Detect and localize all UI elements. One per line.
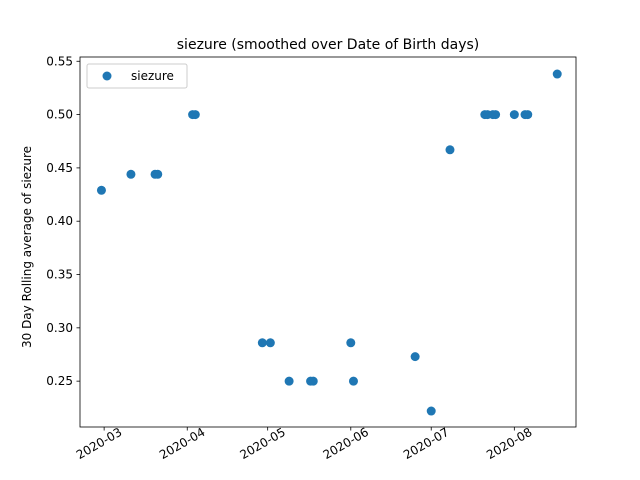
y-tick-label: 0.25 <box>46 374 73 388</box>
y-tick-label: 0.55 <box>46 54 73 68</box>
y-tick-label: 0.45 <box>46 161 73 175</box>
y-axis-ticks: 0.25 0.30 0.35 0.40 0.45 0.50 0.55 <box>46 54 80 388</box>
data-point <box>153 169 163 179</box>
data-point <box>523 110 533 120</box>
legend-box <box>86 63 188 89</box>
data-point <box>346 338 356 348</box>
y-tick-label: 0.40 <box>46 214 73 228</box>
data-point <box>126 169 136 179</box>
data-point <box>552 69 562 79</box>
data-point <box>190 110 200 120</box>
data-point <box>257 338 267 348</box>
data-point <box>265 338 275 348</box>
legend-marker <box>102 71 112 81</box>
data-point <box>445 145 455 155</box>
data-point <box>348 376 358 386</box>
y-tick-label: 0.35 <box>46 268 73 282</box>
y-tick-label: 0.30 <box>46 321 73 335</box>
data-point <box>491 110 501 120</box>
y-axis-label: 30 Day Rolling average of siezure <box>20 146 34 348</box>
data-point <box>509 110 519 120</box>
data-point <box>426 406 436 416</box>
legend: siezure <box>86 63 188 89</box>
chart-title: siezure (smoothed over Date of Birth day… <box>177 37 479 53</box>
data-point <box>96 185 106 195</box>
plot-frame <box>79 56 577 428</box>
data-point <box>284 376 294 386</box>
data-point <box>308 376 318 386</box>
legend-label: siezure <box>131 69 174 83</box>
y-tick-label: 0.50 <box>46 108 73 122</box>
data-point <box>410 352 420 362</box>
data-points <box>96 69 562 416</box>
